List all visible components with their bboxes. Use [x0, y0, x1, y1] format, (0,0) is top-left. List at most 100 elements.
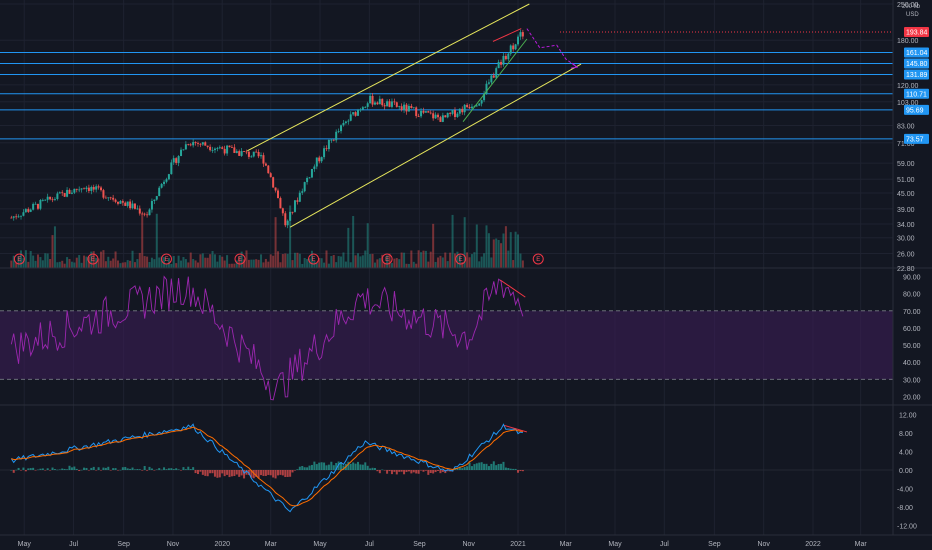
projection-arrow-head	[570, 62, 579, 69]
candle-body	[112, 197, 115, 200]
rsi-pane: 90.00 80.00 70.00 60.00 50.00 40.00 30.00 20.00	[0, 275, 921, 401]
macd-histogram-bar	[340, 462, 343, 470]
candle-body	[199, 143, 202, 145]
candle-body	[155, 196, 158, 200]
earnings-marker[interactable]	[234, 253, 246, 265]
macd-histogram-bar	[490, 463, 493, 470]
volume-bar	[429, 251, 432, 268]
macd-axis-tick: 8.00	[899, 431, 913, 438]
macd-axis-tick: -12.00	[897, 524, 917, 531]
volume-bar	[41, 260, 44, 268]
volume-bar	[92, 251, 95, 268]
candle-body	[206, 145, 209, 147]
candle-body	[298, 192, 301, 202]
macd-histogram-bar	[83, 467, 86, 470]
earnings-marker[interactable]	[532, 253, 544, 265]
candle-body	[475, 105, 478, 107]
price-divergence-line[interactable]	[492, 28, 522, 42]
candle-body	[218, 147, 221, 149]
volume-bar	[310, 250, 313, 268]
candle-body	[192, 142, 195, 146]
candle-body	[226, 145, 229, 154]
macd-histogram-bar	[58, 469, 61, 470]
candle-body	[415, 107, 418, 116]
macd-histogram-bar	[500, 463, 503, 470]
volume-bar	[279, 262, 282, 268]
volume-bar	[155, 213, 158, 268]
macd-histogram-bar	[390, 470, 393, 475]
candle-body	[180, 149, 183, 157]
candle-body	[497, 61, 500, 69]
macd-histogram-bar	[119, 469, 122, 471]
candle-body	[126, 201, 129, 206]
earnings-marker[interactable]	[87, 253, 99, 265]
volume-bar	[405, 263, 408, 268]
macd-histogram-bar	[327, 464, 330, 470]
candle-body	[148, 209, 151, 216]
macd-histogram-bar	[160, 469, 163, 471]
volume-bar	[335, 262, 338, 268]
candle-body	[274, 187, 277, 191]
earnings-marker[interactable]	[381, 253, 393, 265]
macd-histogram-bar	[517, 470, 520, 473]
candle-body	[361, 107, 364, 110]
earnings-marker[interactable]	[13, 253, 25, 265]
macd-histogram-bar	[221, 470, 224, 474]
trend-drawings[interactable]	[247, 3, 582, 228]
macd-histogram-bar	[56, 469, 59, 471]
macd-histogram-bar	[104, 467, 107, 470]
volume-bar	[521, 260, 524, 268]
support-trendline[interactable]	[462, 38, 528, 122]
projection-path[interactable]	[526, 28, 578, 68]
macd-histogram-bar	[112, 468, 115, 470]
channel-upper-line[interactable]	[247, 3, 530, 152]
candle-body	[487, 82, 490, 84]
volume-bar	[269, 254, 272, 268]
rsi-divergence-line[interactable]	[499, 279, 526, 298]
macd-histogram-bar	[279, 470, 282, 475]
macd-histogram-bar	[260, 470, 263, 476]
volume-bar	[325, 250, 328, 268]
macd-histogram-bar	[92, 466, 95, 470]
volume-bar	[180, 260, 183, 268]
volume-bar	[327, 263, 330, 268]
macd-histogram-bar	[335, 462, 338, 470]
macd-histogram-bar	[347, 461, 350, 470]
price-axis-tick: 51.00	[897, 177, 915, 184]
candle-body	[116, 201, 119, 204]
macd-histogram-bar	[102, 467, 105, 470]
time-axis-label: May	[313, 541, 327, 548]
volume-bar	[187, 262, 190, 268]
macd-histogram-bar	[133, 469, 136, 470]
earnings-marker[interactable]	[308, 253, 320, 265]
volume-bar	[354, 255, 357, 268]
candle-body	[373, 102, 376, 105]
horizontal-levels[interactable]	[0, 31, 893, 140]
volume-bar	[395, 258, 398, 268]
volume-bar	[422, 250, 425, 268]
macd-histogram-bar	[410, 470, 413, 474]
macd-histogram-bar	[286, 470, 289, 477]
macd-histogram-bar	[422, 470, 425, 472]
candle-body	[277, 190, 280, 199]
macd-histogram-bar	[393, 470, 396, 472]
macd-divergence-line[interactable]	[504, 424, 528, 433]
macd-histogram-bar	[366, 465, 369, 470]
macd-histogram-bar	[170, 468, 173, 470]
candle-body	[344, 121, 347, 123]
macd-histogram-bar	[514, 468, 517, 470]
macd-histogram-bar	[75, 468, 78, 470]
macd-histogram-bar	[325, 465, 328, 470]
macd-histogram-bar	[310, 464, 313, 470]
candle-body	[407, 105, 410, 112]
candle-body	[264, 163, 267, 166]
candle-body	[347, 120, 350, 122]
earnings-marker[interactable]	[455, 253, 467, 265]
macd-histogram-bar	[306, 467, 309, 470]
channel-lower-line[interactable]	[289, 63, 582, 228]
candle-body	[204, 142, 207, 146]
candle-body	[461, 108, 464, 113]
earnings-marker[interactable]	[160, 253, 172, 265]
